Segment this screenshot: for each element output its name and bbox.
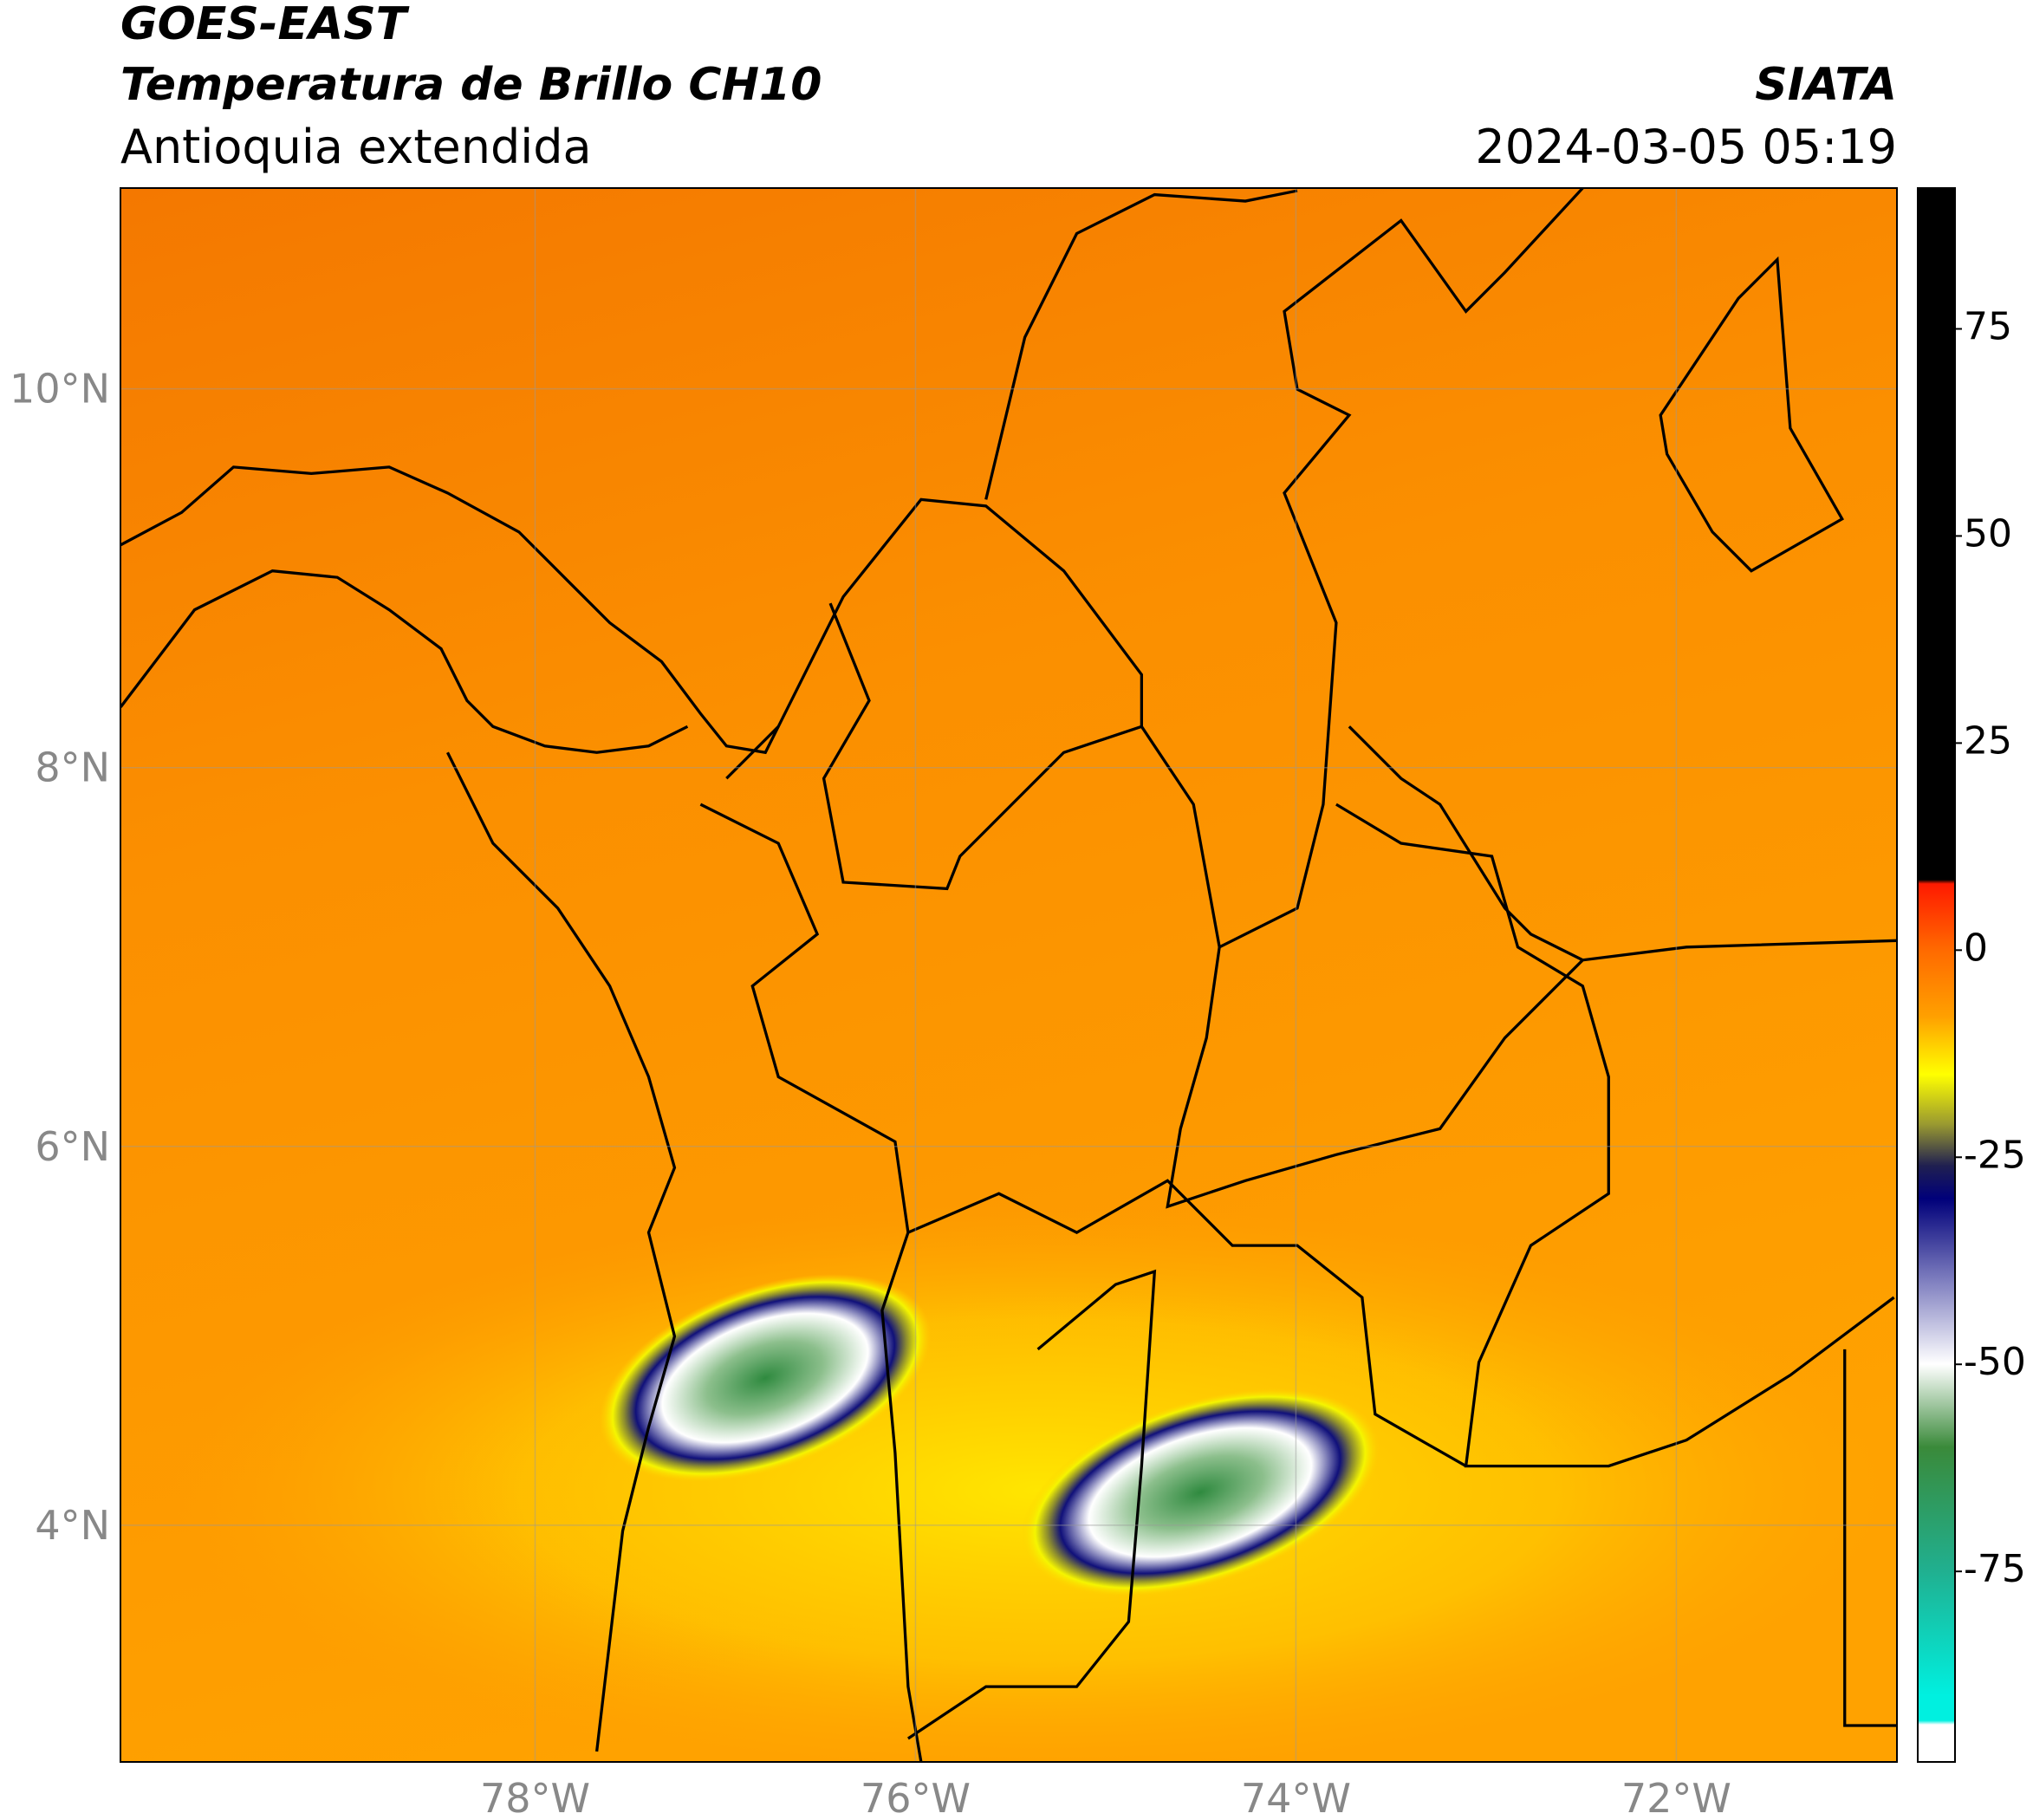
lat-tick-label: 8°N	[35, 744, 110, 791]
border-line	[1140, 188, 1584, 950]
coastline	[120, 569, 689, 754]
cloud-cluster	[599, 1273, 932, 1483]
datetime: 2024-03-05 05:19	[1475, 120, 1897, 174]
warm-zone	[173, 1205, 1897, 1762]
colorbar	[1917, 187, 1956, 1763]
coastline	[984, 189, 1298, 500]
border-line	[906, 1269, 1157, 1740]
lon-tick-label: 72°W	[1621, 1775, 1731, 1820]
graticule	[120, 188, 1897, 1762]
subtitle: Temperatura de Brillo CH10	[120, 59, 822, 111]
border-line	[725, 497, 1144, 891]
lon-tick-label: 78°W	[480, 1775, 590, 1820]
colorbar-tick-label: -25	[1964, 1133, 2026, 1177]
lon-tick-label: 76°W	[861, 1775, 971, 1820]
borders	[120, 188, 1897, 1762]
coastline	[445, 751, 677, 1752]
cloud-cluster	[1020, 1388, 1380, 1596]
coastline	[1659, 256, 1844, 573]
colorbar-tick-label: 0	[1964, 926, 1988, 970]
map-frame	[120, 187, 1898, 1763]
colorbar-tick-label: -50	[1964, 1340, 2026, 1384]
colorbar-tick-label: 25	[1964, 718, 2012, 763]
border-line	[1166, 939, 1897, 1209]
title: GOES-EAST	[120, 0, 410, 50]
border-line	[1348, 725, 1584, 962]
colorbar-tick-label: 75	[1964, 304, 2012, 348]
colorbar-tick-label: -75	[1964, 1547, 2026, 1591]
border-line	[907, 1179, 1467, 1468]
lat-tick-label: 4°N	[35, 1502, 110, 1549]
border-line	[699, 803, 923, 1762]
lat-tick-label: 6°N	[35, 1123, 110, 1170]
map-image	[120, 188, 1897, 1762]
border-line	[1843, 1349, 1897, 1727]
lon-tick-label: 74°W	[1241, 1775, 1351, 1820]
lat-tick-label: 10°N	[10, 366, 110, 413]
coastline	[120, 465, 780, 755]
region: Antioquia extendida	[120, 120, 592, 174]
border-line	[1335, 803, 1895, 1468]
source: SIATA	[1755, 59, 1897, 111]
colorbar-tick-label: 50	[1964, 511, 2012, 556]
